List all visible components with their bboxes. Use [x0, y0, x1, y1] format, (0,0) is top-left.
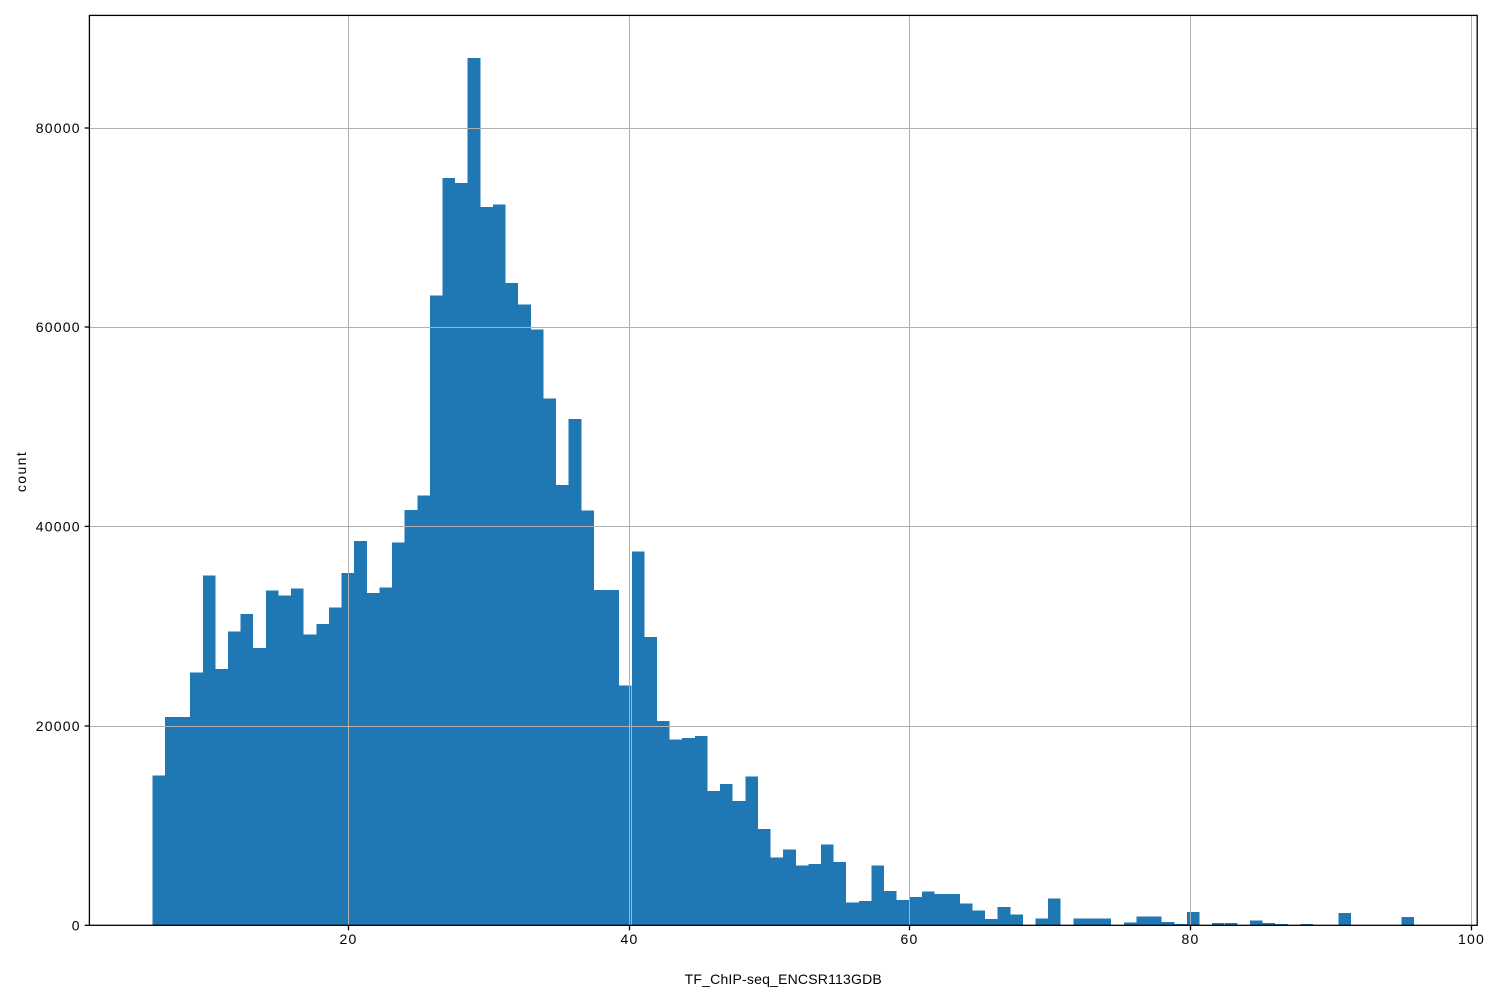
- svg-text:40: 40: [621, 931, 639, 947]
- svg-text:80: 80: [1182, 931, 1200, 947]
- svg-text:20: 20: [340, 931, 358, 947]
- svg-text:TF_ChIP-seq_ENCSR113GDB: TF_ChIP-seq_ENCSR113GDB: [685, 971, 882, 987]
- svg-text:20000: 20000: [36, 718, 81, 734]
- svg-text:80000: 80000: [36, 120, 81, 136]
- svg-text:60000: 60000: [36, 319, 81, 335]
- svg-text:60: 60: [901, 931, 919, 947]
- svg-text:0: 0: [72, 917, 81, 933]
- svg-text:100: 100: [1458, 931, 1485, 947]
- svg-text:40000: 40000: [36, 519, 81, 535]
- svg-text:count: count: [13, 451, 29, 492]
